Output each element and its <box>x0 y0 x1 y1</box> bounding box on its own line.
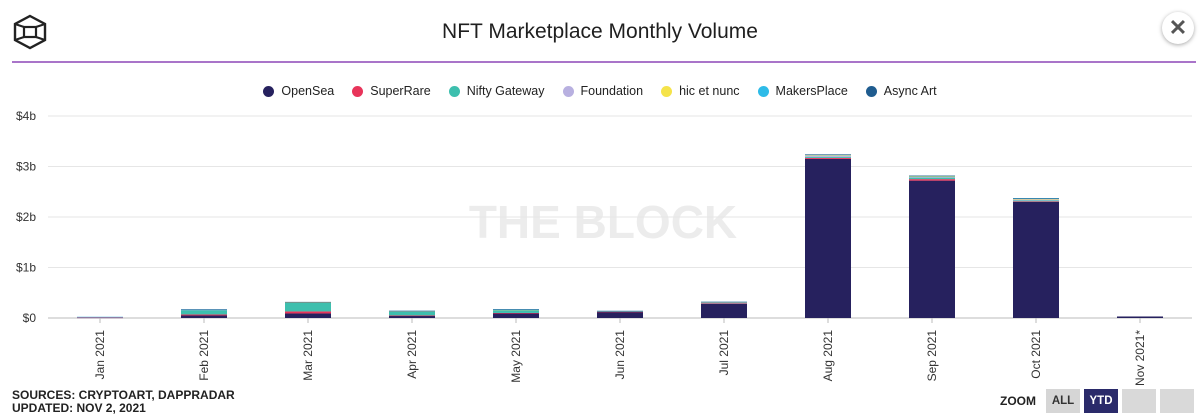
bar-segment <box>805 158 851 318</box>
title-divider <box>12 61 1196 63</box>
bar-segment <box>805 154 851 155</box>
x-tick-label: Jan 2021 <box>93 330 107 380</box>
x-tick-label: Jun 2021 <box>613 330 627 380</box>
legend-label: hic et nunc <box>679 84 740 98</box>
bar-segment <box>909 176 955 178</box>
bar-segment <box>1013 198 1059 200</box>
bar-segment <box>805 155 851 156</box>
bar-segment <box>181 309 227 315</box>
legend-item[interactable]: Nifty Gateway <box>448 84 545 98</box>
x-tick-label: May 2021 <box>509 330 523 383</box>
bar-segment <box>597 310 643 312</box>
bar-segment <box>285 302 331 312</box>
bar-segment <box>1013 200 1059 202</box>
updated-line: UPDATED: NOV 2, 2021 <box>12 401 146 415</box>
legend-label: Async Art <box>883 84 937 98</box>
watermark: THE BLOCK <box>469 196 737 248</box>
x-tick-label: Feb 2021 <box>197 330 211 381</box>
bar-segment <box>597 311 643 313</box>
bar-segment <box>701 302 747 304</box>
bar-segment <box>389 310 435 312</box>
chart-legend: OpenSea SuperRare Nifty Gateway Foundation h… <box>0 84 1200 98</box>
x-tick-label: Sep 2021 <box>925 330 939 382</box>
legend-label: MakersPlace <box>775 84 848 98</box>
legend-item[interactable]: hic et nunc <box>661 84 740 98</box>
zoom-ytd-button[interactable]: YTD <box>1084 389 1118 413</box>
bar-segment <box>389 315 435 317</box>
legend-label: SuperRare <box>370 84 431 98</box>
bar-segment <box>1013 199 1059 201</box>
bar-segment <box>493 313 539 318</box>
y-tick-label: $1b <box>16 261 36 275</box>
bar-segment <box>909 176 955 177</box>
y-tick-label: $2b <box>16 210 36 224</box>
legend-marker-icon <box>562 85 574 97</box>
x-tick-label: Nov 2021* <box>1133 330 1147 385</box>
x-tick-label: Mar 2021 <box>301 330 315 381</box>
sources-line: SOURCES: CRYPTOART, DAPPRADAR <box>12 388 235 402</box>
bar-segment <box>77 316 123 318</box>
zoom-all-button[interactable]: ALL <box>1046 389 1080 413</box>
close-button[interactable]: ✕ <box>1162 12 1194 44</box>
bar-chart: THE BLOCK $0 $1b $2b $3b $4b Jan 2021 Feb 2021 M… <box>16 109 1192 385</box>
bar-segment <box>181 315 227 318</box>
legend-item[interactable]: SuperRare <box>352 84 431 98</box>
bar-segment <box>909 179 955 181</box>
bar-segment <box>805 156 851 158</box>
x-tick-label: Jul 2021 <box>717 330 731 376</box>
bar-segment <box>909 180 955 318</box>
bar-segment <box>1013 201 1059 318</box>
zoom-controls: ZOOM ALL YTD <box>1000 389 1194 413</box>
zoom-label: ZOOM <box>1000 394 1036 408</box>
chart-title: NFT Marketplace Monthly Volume <box>442 20 758 43</box>
legend-label: OpenSea <box>281 84 335 98</box>
legend-item[interactable]: Foundation <box>562 84 644 98</box>
bar-segment <box>389 311 435 316</box>
bar-segment <box>285 301 331 303</box>
sources-note: SOURCES: CRYPTOART, DAPPRADAR UPDATED: N… <box>12 389 235 415</box>
bar-segment <box>805 157 851 159</box>
zoom-extra-button[interactable] <box>1122 389 1156 413</box>
bar-segment <box>909 177 955 180</box>
x-tick-label: Oct 2021 <box>1029 330 1043 379</box>
bar-segment <box>701 303 747 304</box>
legend-label: Nifty Gateway <box>466 84 545 98</box>
y-tick-label: $3b <box>16 160 36 174</box>
bar-segment <box>1013 198 1059 199</box>
legend-marker-icon <box>757 85 769 97</box>
x-tick-label: Aug 2021 <box>821 330 835 382</box>
legend-item[interactable]: OpenSea <box>263 84 334 98</box>
bar-segment <box>285 313 331 318</box>
bar-segment <box>389 315 435 318</box>
legend-marker-icon <box>661 85 673 97</box>
legend-item[interactable]: Async Art <box>865 84 937 98</box>
zoom-extra-button[interactable] <box>1160 389 1194 413</box>
bar-segment <box>493 312 539 314</box>
bar-segment <box>701 301 747 303</box>
legend-marker-icon <box>263 85 275 97</box>
bar-segment <box>181 309 227 310</box>
legend-label: Foundation <box>580 84 644 98</box>
bar-segment <box>493 309 539 313</box>
bar-segment <box>1117 316 1163 318</box>
bar-segment <box>285 311 331 314</box>
y-tick-label: $0 <box>23 311 37 325</box>
x-tick-label: Apr 2021 <box>405 330 419 379</box>
legend-marker-icon <box>352 85 364 97</box>
legend-marker-icon <box>865 85 877 97</box>
bar-segment <box>77 317 123 319</box>
bar-segment <box>1013 201 1059 202</box>
legend-marker-icon <box>448 85 460 97</box>
y-tick-label: $4b <box>16 109 36 123</box>
bar-segment <box>597 311 643 318</box>
bar-segment <box>909 175 955 177</box>
bar-segment <box>701 303 747 318</box>
bar-segment <box>805 155 851 157</box>
bar-segment <box>181 314 227 316</box>
the-block-logo-icon <box>13 14 47 50</box>
bar-segment <box>493 309 539 310</box>
legend-item[interactable]: MakersPlace <box>757 84 848 98</box>
